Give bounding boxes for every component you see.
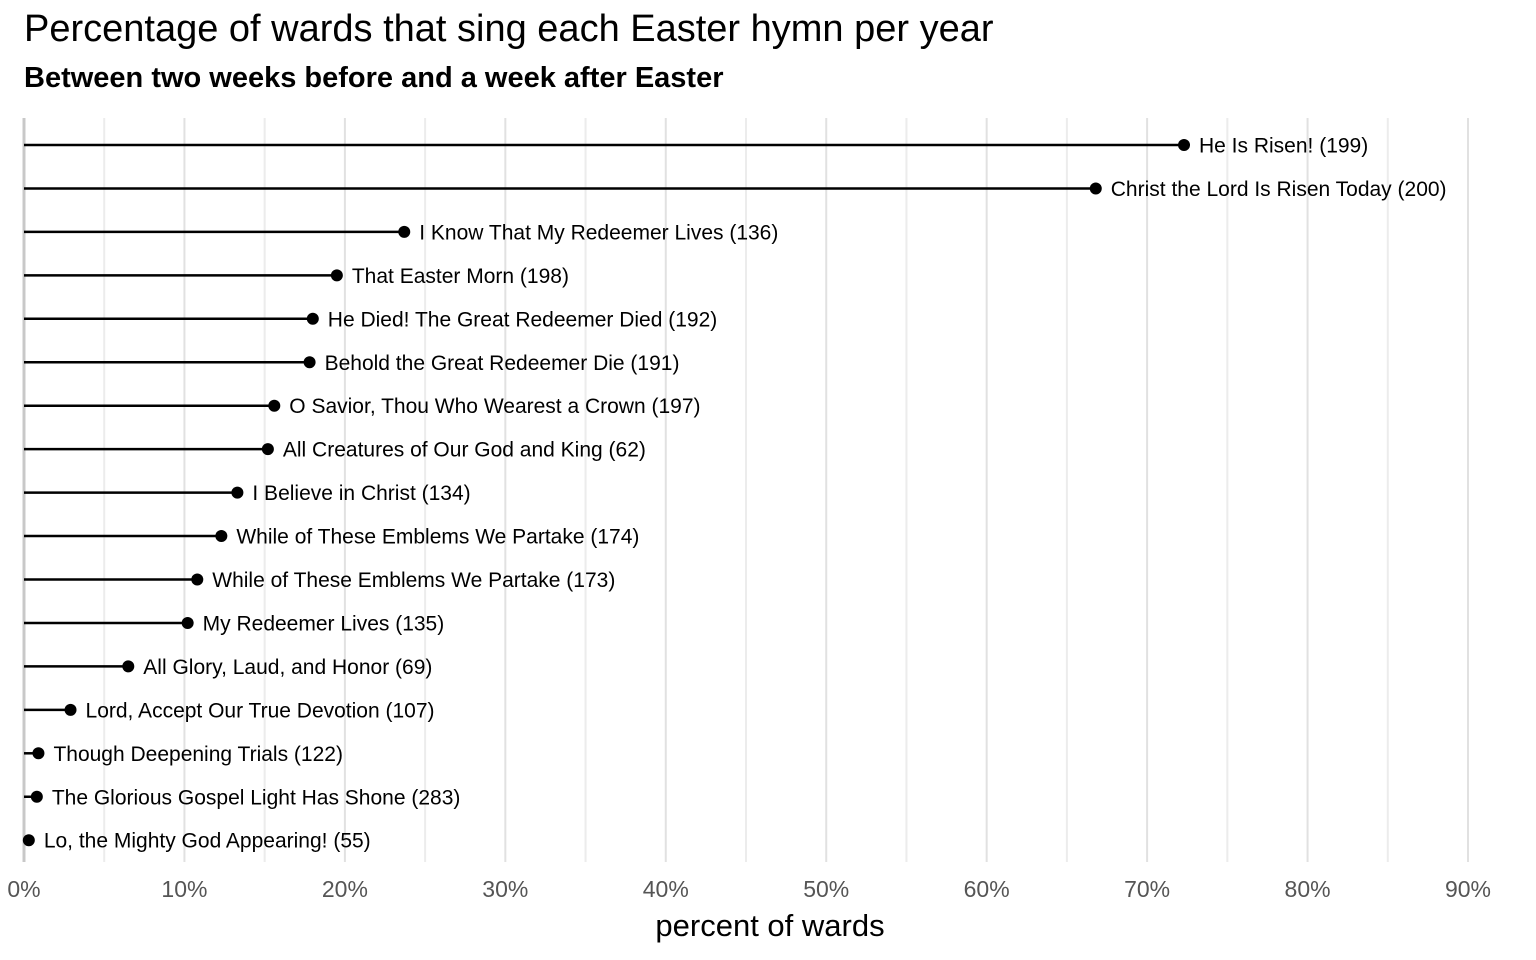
hymn-lollipop: My Redeemer Lives (135) bbox=[24, 612, 444, 635]
hymn-lollipop: I Believe in Christ (134) bbox=[24, 482, 471, 505]
x-tick-label: 30% bbox=[482, 876, 528, 902]
hymn-lollipop: Though Deepening Trials (122) bbox=[24, 743, 343, 766]
lollipop-point bbox=[191, 573, 204, 586]
x-tick-label: 0% bbox=[7, 876, 40, 902]
hymn-lollipop: I Know That My Redeemer Lives (136) bbox=[24, 221, 778, 244]
lollipop-point bbox=[1178, 139, 1191, 151]
hymn-lollipop: O Savior, Thou Who Wearest a Crown (197) bbox=[24, 395, 701, 418]
hymn-lollipop: He Is Risen! (199) bbox=[24, 135, 1368, 158]
x-axis: 0% 10% 20% 30% 40% 50% 60% 70% 80% 90% bbox=[7, 876, 1491, 902]
x-tick-label: 90% bbox=[1445, 876, 1491, 902]
hymn-label: Christ the Lord Is Risen Today (200) bbox=[1111, 178, 1447, 201]
hymn-label: O Savior, Thou Who Wearest a Crown (197) bbox=[289, 395, 700, 418]
x-tick-label: 40% bbox=[643, 876, 689, 902]
lollipop-point bbox=[122, 660, 135, 673]
lollipop-point bbox=[303, 356, 316, 369]
hymn-label: I Believe in Christ (134) bbox=[252, 482, 470, 505]
hymn-label: All Glory, Laud, and Honor (69) bbox=[143, 656, 432, 679]
lollipop-point bbox=[261, 443, 274, 456]
hymn-lollipop: The Glorious Gospel Light Has Shone (283… bbox=[24, 786, 460, 809]
lollipop-point bbox=[32, 747, 45, 760]
hymn-lollipop: Behold the Great Redeemer Die (191) bbox=[24, 352, 679, 375]
hymn-label: Behold the Great Redeemer Die (191) bbox=[325, 352, 680, 375]
lollipop-point bbox=[64, 703, 77, 716]
grid-layer bbox=[22, 118, 1469, 862]
hymn-label: He Died! The Great Redeemer Died (192) bbox=[328, 308, 717, 331]
hymn-lollipop: While of These Emblems We Partake (174) bbox=[24, 526, 639, 549]
hymn-lollipop: All Glory, Laud, and Honor (69) bbox=[24, 656, 432, 679]
lollipop-point bbox=[1089, 182, 1102, 195]
lollipop-point bbox=[268, 399, 281, 412]
hymn-label: I Know That My Redeemer Lives (136) bbox=[419, 221, 778, 244]
lollipop-point bbox=[181, 616, 194, 629]
x-tick-label: 50% bbox=[803, 876, 849, 902]
hymn-label: My Redeemer Lives (135) bbox=[203, 612, 445, 635]
chart-subtitle: Between two weeks before and a week afte… bbox=[24, 62, 724, 94]
hymn-label: That Easter Morn (198) bbox=[352, 265, 569, 288]
lollipop-point bbox=[30, 790, 43, 803]
lollipop-point bbox=[330, 269, 343, 282]
x-tick-label: 10% bbox=[161, 876, 207, 902]
x-tick-label: 80% bbox=[1285, 876, 1331, 902]
hymn-label: While of These Emblems We Partake (173) bbox=[212, 569, 615, 592]
hymn-label: Lord, Accept Our True Devotion (107) bbox=[86, 699, 435, 722]
chart-marks: He Is Risen! (199) Christ the Lord Is Ris… bbox=[22, 135, 1447, 853]
x-axis-title: percent of wards bbox=[655, 908, 884, 943]
hymn-lollipop: While of These Emblems We Partake (173) bbox=[24, 569, 615, 592]
lollipop-point bbox=[22, 834, 35, 847]
hymn-lollipop: That Easter Morn (198) bbox=[24, 265, 569, 288]
hymn-lollipop: All Creatures of Our God and King (62) bbox=[24, 439, 646, 462]
hymn-lollipop: Lo, the Mighty God Appearing! (55) bbox=[22, 830, 371, 853]
x-tick-label: 20% bbox=[322, 876, 368, 902]
lollipop-point bbox=[231, 486, 244, 499]
lollipop-point bbox=[306, 312, 319, 325]
hymn-lollipop: Christ the Lord Is Risen Today (200) bbox=[24, 178, 1447, 201]
hymn-label: The Glorious Gospel Light Has Shone (283… bbox=[52, 786, 461, 809]
hymn-label: Lo, the Mighty God Appearing! (55) bbox=[44, 830, 371, 853]
hymn-label: While of These Emblems We Partake (174) bbox=[236, 526, 639, 549]
hymn-label: He Is Risen! (199) bbox=[1199, 135, 1368, 158]
hymn-label: All Creatures of Our God and King (62) bbox=[283, 439, 646, 462]
x-tick-label: 60% bbox=[964, 876, 1010, 902]
chart-title: Percentage of wards that sing each Easte… bbox=[24, 8, 994, 50]
hymn-lollipop: Lord, Accept Our True Devotion (107) bbox=[24, 699, 435, 722]
lollipop-point bbox=[215, 530, 228, 543]
hymn-label: Though Deepening Trials (122) bbox=[53, 743, 343, 766]
hymn-lollipop: He Died! The Great Redeemer Died (192) bbox=[24, 308, 717, 331]
x-tick-label: 70% bbox=[1124, 876, 1170, 902]
lollipop-point bbox=[398, 225, 411, 238]
